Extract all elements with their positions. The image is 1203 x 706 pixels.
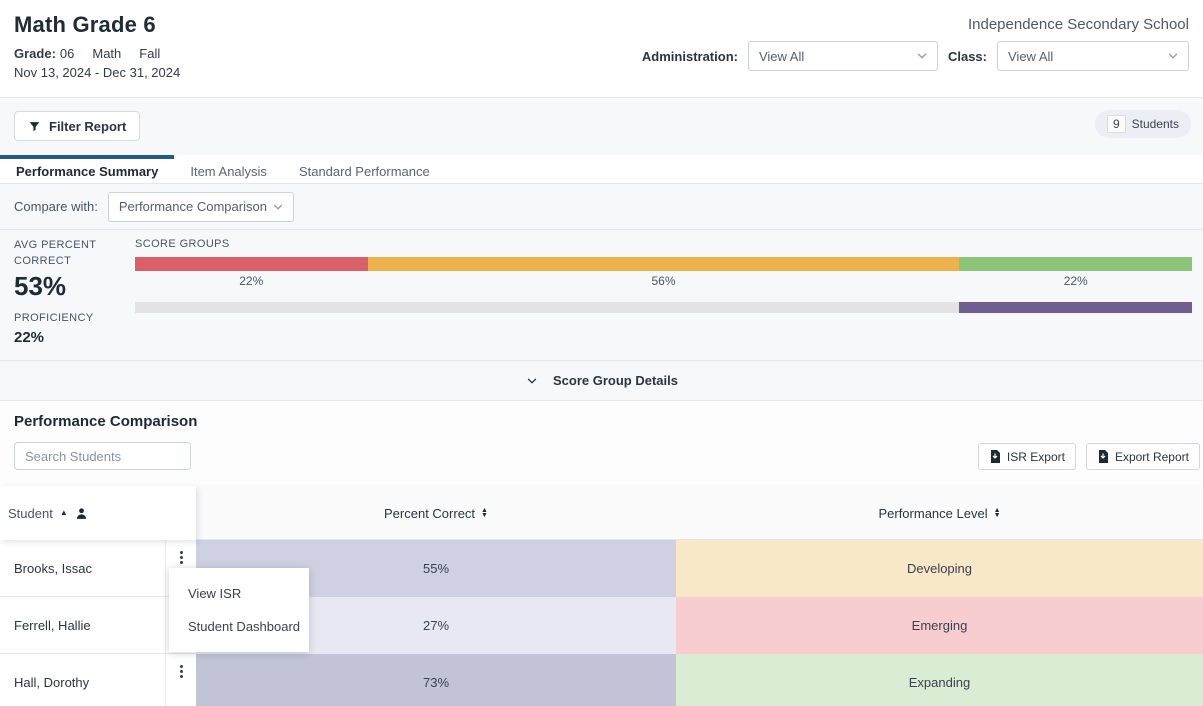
score-group-segment-high bbox=[959, 257, 1192, 271]
students-count: 9 bbox=[1106, 115, 1126, 133]
student-name-cell: Hall, Dorothy bbox=[0, 654, 166, 706]
summary-stats: AVG PERCENT CORRECT 53% PROFICIENCY 22% bbox=[14, 238, 126, 346]
isr-export-button[interactable]: ISR Export bbox=[977, 443, 1076, 470]
export-report-button[interactable]: Export Report bbox=[1085, 443, 1200, 470]
filter-icon bbox=[28, 120, 41, 133]
grade-meta: Grade: 06 bbox=[14, 46, 75, 61]
score-groups-bar bbox=[135, 257, 1192, 271]
performance-level-cell: Emerging bbox=[676, 597, 1203, 654]
score-groups-label: SCORE GROUPS bbox=[135, 238, 230, 250]
filter-report-button[interactable]: Filter Report bbox=[14, 111, 141, 141]
kebab-menu-icon[interactable] bbox=[174, 663, 189, 706]
kebab-menu-icon[interactable] bbox=[174, 549, 189, 596]
students-count-badge: 9 Students bbox=[1094, 110, 1191, 138]
performance-level-cell: Expanding bbox=[676, 654, 1203, 706]
assessment-meta: Grade: 06 Math Fall bbox=[14, 46, 160, 61]
proficiency-bar-fill bbox=[959, 302, 1192, 313]
students-table-header: Student ▲ Percent Correct ▲ ▼ Performance… bbox=[0, 486, 1203, 540]
row-actions-context-menu: View ISR Student Dashboard bbox=[169, 568, 309, 652]
score-summary-section: AVG PERCENT CORRECT 53% PROFICIENCY 22% … bbox=[0, 230, 1203, 360]
sort-icon: ▲ ▼ bbox=[993, 507, 1001, 519]
section-title: Performance Comparison bbox=[14, 413, 198, 430]
page-header: Math Grade 6 Grade: 06 Math Fall Nov 13, … bbox=[0, 0, 1203, 98]
report-tabs: Performance Summary Item Analysis Standa… bbox=[0, 155, 1203, 184]
compare-with-row: Compare with: Performance Comparison bbox=[0, 184, 1203, 230]
compare-with-select[interactable]: Performance Comparison bbox=[107, 191, 294, 222]
report-toolbar: Filter Report 9 Students bbox=[0, 98, 1203, 155]
class-value: View All bbox=[1008, 48, 1054, 64]
menu-item-student-dashboard[interactable]: Student Dashboard bbox=[188, 619, 301, 634]
chevron-down-icon bbox=[1166, 49, 1180, 63]
subject-meta: Math bbox=[92, 46, 122, 61]
students-count-label: Students bbox=[1131, 117, 1179, 131]
sort-ascending-icon: ▲ bbox=[59, 508, 68, 517]
export-file-icon bbox=[1097, 450, 1109, 463]
score-groups-chart: SCORE GROUPS 22% 56% 22% bbox=[135, 238, 1192, 313]
tab-performance-summary[interactable]: Performance Summary bbox=[0, 155, 175, 183]
tab-item-analysis[interactable]: Item Analysis bbox=[190, 163, 267, 179]
compare-with-label: Compare with: bbox=[14, 199, 98, 214]
export-buttons: ISR Export Export Report bbox=[977, 443, 1200, 470]
header-filters: Administration: View All Class: View All bbox=[642, 41, 1189, 71]
compare-with-value: Performance Comparison bbox=[118, 199, 267, 214]
export-file-icon bbox=[989, 450, 1001, 463]
term-meta: Fall bbox=[139, 46, 161, 61]
date-range: Nov 13, 2024 - Dec 31, 2024 bbox=[14, 65, 181, 80]
administration-select[interactable]: View All bbox=[747, 41, 938, 71]
search-students-input[interactable] bbox=[14, 442, 191, 470]
score-group-details-toggle[interactable]: Score Group Details bbox=[0, 360, 1203, 401]
score-group-pct-low: 22% bbox=[239, 274, 264, 288]
class-label: Class: bbox=[947, 48, 987, 64]
score-group-segment-low bbox=[135, 257, 368, 271]
percent-correct-cell: 73% bbox=[196, 654, 676, 706]
page-title: Math Grade 6 bbox=[14, 12, 156, 37]
score-group-pct-mid: 56% bbox=[651, 274, 676, 288]
school-name: Independence Secondary School bbox=[967, 16, 1189, 33]
column-header-percent-correct[interactable]: Percent Correct ▲ ▼ bbox=[384, 505, 488, 521]
score-group-segment-mid bbox=[367, 257, 960, 271]
administration-value: View All bbox=[758, 48, 805, 64]
proficiency-label: PROFICIENCY bbox=[14, 311, 94, 324]
menu-item-view-isr[interactable]: View ISR bbox=[188, 586, 242, 601]
performance-level-cell: Developing bbox=[676, 540, 1203, 597]
chevron-down-icon bbox=[525, 374, 539, 388]
administration-label: Administration: bbox=[641, 48, 738, 64]
score-group-pct-high: 22% bbox=[1063, 274, 1088, 288]
chevron-down-icon bbox=[915, 49, 929, 63]
class-select[interactable]: View All bbox=[997, 41, 1189, 71]
chevron-down-icon bbox=[271, 200, 285, 214]
column-header-student[interactable]: Student ▲ bbox=[0, 486, 196, 540]
performance-comparison-section: Performance Comparison ISR Export Export… bbox=[0, 401, 1203, 486]
proficiency-value: 22% bbox=[14, 328, 45, 346]
user-icon bbox=[75, 507, 88, 520]
score-groups-bar-labels: 22% 56% 22% bbox=[135, 274, 1192, 288]
tab-standard-performance[interactable]: Standard Performance bbox=[298, 163, 430, 179]
column-header-performance-level[interactable]: Performance Level ▲ ▼ bbox=[878, 505, 1001, 521]
sort-icon: ▲ ▼ bbox=[481, 507, 488, 519]
avg-percent-label: AVG PERCENT CORRECT bbox=[14, 239, 97, 267]
student-name-cell: Ferrell, Hallie bbox=[0, 597, 166, 654]
table-row: Hall, Dorothy 73% Expanding bbox=[0, 654, 1203, 706]
score-group-details-label: Score Group Details bbox=[553, 373, 678, 388]
proficiency-bar-track bbox=[135, 302, 960, 313]
proficiency-bar bbox=[135, 302, 1192, 313]
row-actions-cell bbox=[166, 654, 196, 706]
avg-percent-value: 53% bbox=[14, 270, 67, 301]
student-name-cell: Brooks, Issac bbox=[0, 540, 166, 597]
